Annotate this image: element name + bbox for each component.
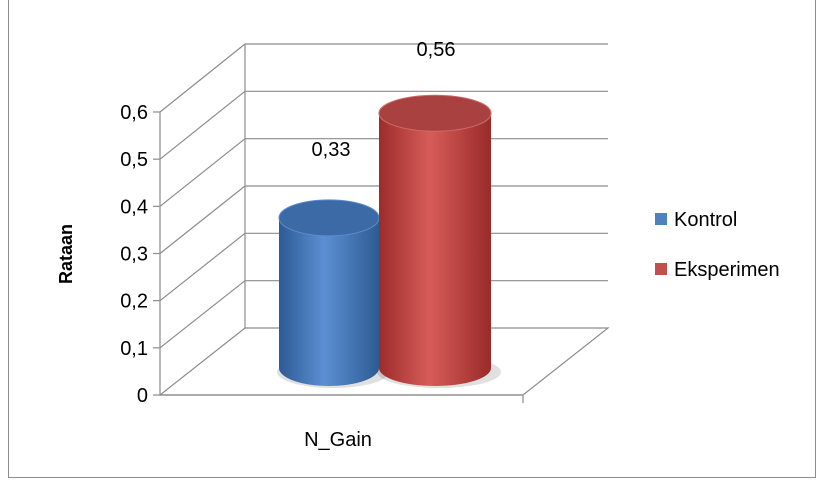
y-tick-label: 0,1 (120, 338, 148, 360)
legend-swatch (655, 213, 667, 225)
gridline-side (159, 90, 246, 160)
bar-eksperimen (377, 94, 501, 388)
bar-body (279, 217, 379, 386)
gridline-side (159, 232, 246, 302)
bars (277, 94, 501, 388)
data-label: 0,33 (312, 139, 351, 161)
gridline-side (159, 43, 246, 113)
y-axis-label: Rataan (56, 224, 76, 284)
bar-kontrol (277, 199, 389, 388)
data-label: 0,56 (417, 39, 456, 61)
y-tick-label: 0,5 (120, 149, 148, 171)
bar-body (379, 113, 491, 386)
y-tick-label: 0 (137, 385, 148, 407)
legend-label: Kontrol (674, 209, 737, 231)
x-category-label: N_Gain (304, 429, 372, 451)
legend-item-eksperimen: Eksperimen (655, 259, 780, 281)
y-tick-label: 0,6 (120, 102, 148, 124)
legend-swatch (655, 263, 667, 275)
legend-label: Eksperimen (674, 259, 780, 281)
y-axis: 0 0,1 0,2 0,3 0,4 0,5 0,6 (120, 102, 524, 407)
y-tick-label: 0,2 (120, 291, 148, 313)
y-tick-label: 0,4 (120, 196, 148, 218)
bar-top (378, 94, 492, 132)
data-labels: 0,33 0,56 (312, 39, 456, 161)
chart-frame (8, 0, 816, 478)
gridline-side (159, 185, 246, 254)
bar-top (278, 199, 380, 237)
y-tick-label: 0,3 (120, 244, 148, 266)
legend-item-kontrol: Kontrol (655, 209, 737, 231)
gridline-side (159, 280, 246, 349)
legend: Kontrol Eksperimen (655, 209, 780, 281)
gridline-side (159, 138, 246, 207)
